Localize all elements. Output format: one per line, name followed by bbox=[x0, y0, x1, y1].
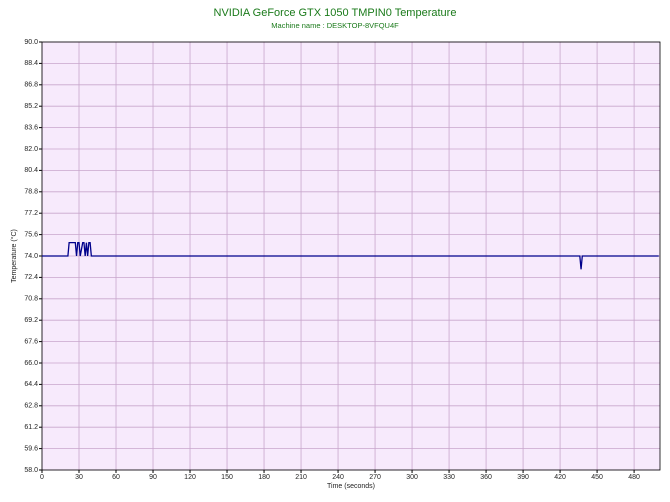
x-tick-label: 180 bbox=[258, 474, 270, 481]
y-tick-label: 74.0 bbox=[24, 253, 38, 260]
y-tick-label: 77.2 bbox=[24, 210, 38, 217]
y-tick-label: 72.4 bbox=[24, 274, 38, 281]
y-tick-label: 66.0 bbox=[24, 360, 38, 367]
x-axis-label: Time (seconds) bbox=[327, 483, 375, 490]
data-line bbox=[42, 241, 659, 270]
x-tick-label: 90 bbox=[149, 474, 157, 481]
y-tick-label: 83.6 bbox=[24, 124, 38, 131]
y-tick-label: 61.2 bbox=[24, 424, 38, 431]
x-tick-label: 270 bbox=[369, 474, 381, 481]
y-tick-label: 80.4 bbox=[24, 167, 38, 174]
x-tick-label: 480 bbox=[628, 474, 640, 481]
x-tick-label: 60 bbox=[112, 474, 120, 481]
x-tick-label: 450 bbox=[591, 474, 603, 481]
y-tick-label: 86.8 bbox=[24, 82, 38, 89]
x-tick-label: 210 bbox=[295, 474, 307, 481]
chart-subtitle: Machine name : DESKTOP-8VFQU4F bbox=[271, 21, 399, 30]
x-tick-label: 240 bbox=[332, 474, 344, 481]
y-tick-label: 88.4 bbox=[24, 60, 38, 67]
x-tick-label: 390 bbox=[517, 474, 529, 481]
y-tick-label: 82.0 bbox=[24, 146, 38, 153]
y-tick-label: 78.8 bbox=[24, 189, 38, 196]
x-tick-label: 0 bbox=[40, 474, 44, 481]
y-tick-label: 58.0 bbox=[24, 467, 38, 474]
y-tick-label: 62.8 bbox=[24, 403, 38, 410]
chart-title: NVIDIA GeForce GTX 1050 TMPIN0 Temperatu… bbox=[214, 7, 457, 19]
y-tick-label: 70.8 bbox=[24, 296, 38, 303]
y-tick-label: 67.6 bbox=[24, 338, 38, 345]
x-tick-label: 150 bbox=[221, 474, 233, 481]
y-tick-label: 90.0 bbox=[24, 39, 38, 46]
y-tick-label: 59.6 bbox=[24, 445, 38, 452]
x-tick-label: 300 bbox=[406, 474, 418, 481]
x-tick-label: 360 bbox=[480, 474, 492, 481]
y-tick-label: 64.4 bbox=[24, 381, 38, 388]
x-tick-label: 30 bbox=[75, 474, 83, 481]
y-tick-label: 85.2 bbox=[24, 103, 38, 110]
x-tick-label: 420 bbox=[554, 474, 566, 481]
x-tick-label: 120 bbox=[184, 474, 196, 481]
y-tick-label: 75.6 bbox=[24, 231, 38, 238]
y-tick-label: 69.2 bbox=[24, 317, 38, 324]
y-axis-label: Temperature (°C) bbox=[10, 229, 18, 283]
x-tick-label: 330 bbox=[443, 474, 455, 481]
